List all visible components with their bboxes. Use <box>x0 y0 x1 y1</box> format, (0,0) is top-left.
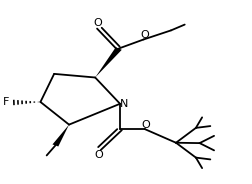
Text: O: O <box>93 18 102 28</box>
Text: N: N <box>120 99 128 109</box>
Text: O: O <box>142 120 150 130</box>
Text: F: F <box>3 97 9 107</box>
Polygon shape <box>52 125 69 146</box>
Text: O: O <box>141 31 149 40</box>
Polygon shape <box>95 47 122 77</box>
Text: O: O <box>94 150 103 160</box>
